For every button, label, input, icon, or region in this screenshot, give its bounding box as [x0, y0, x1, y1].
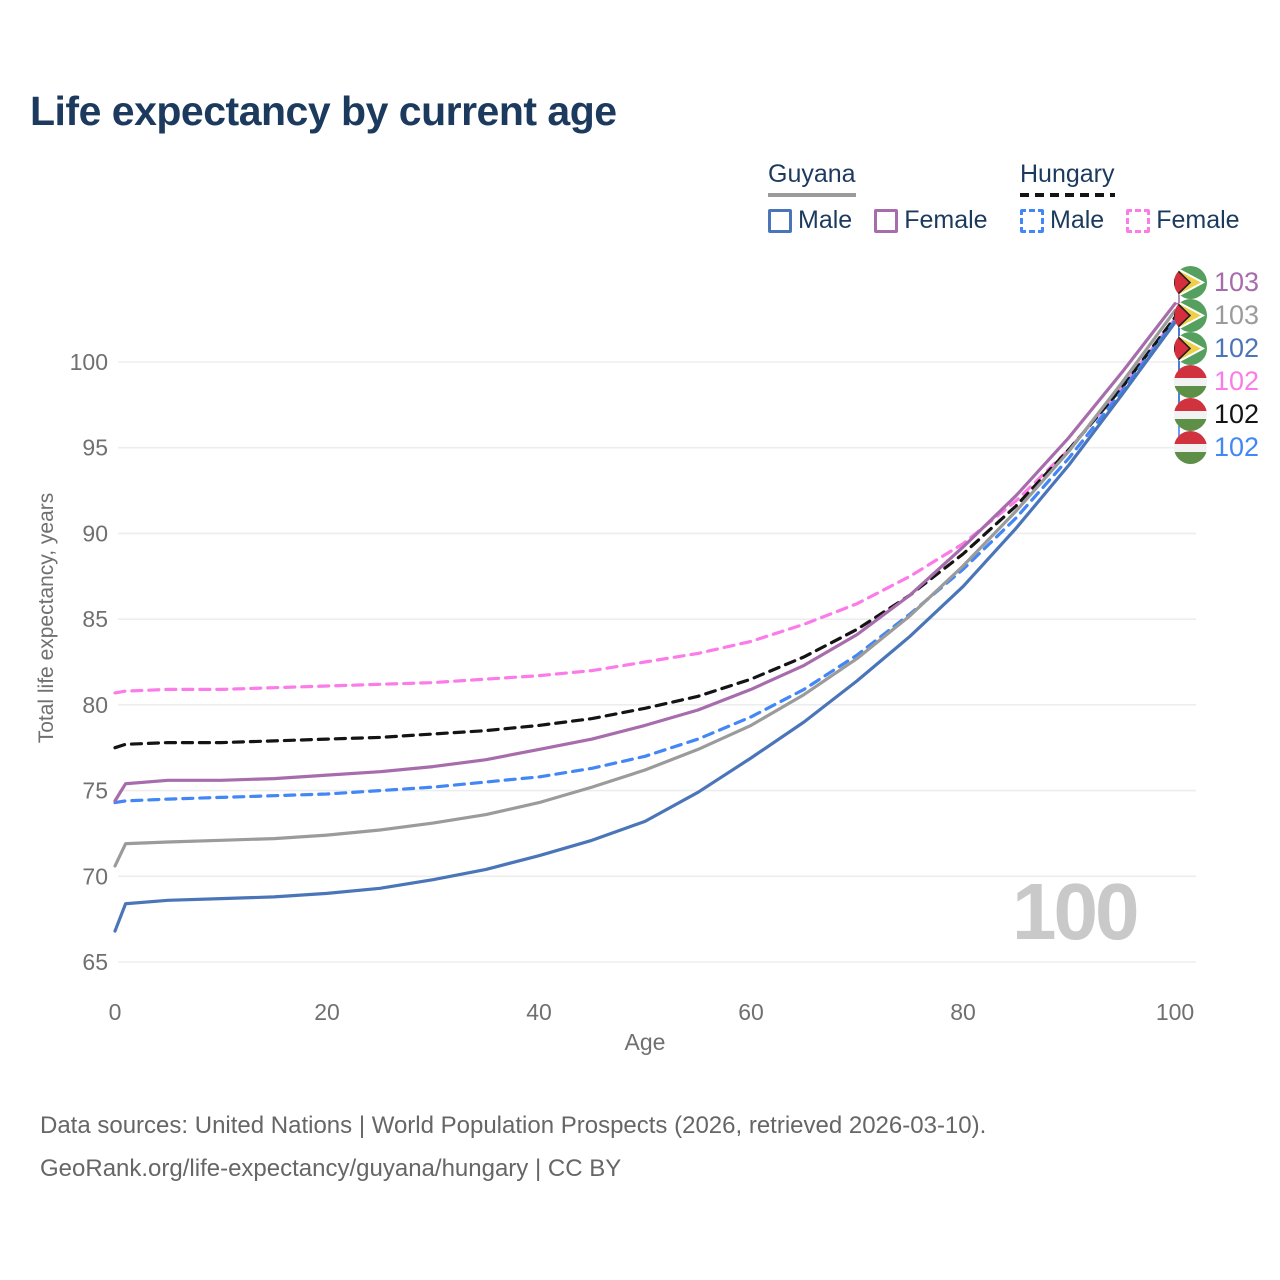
guyana-flag-icon: [1174, 265, 1207, 299]
series-line-hungary[interactable]: [113, 315, 1177, 750]
series-line-guyana_male[interactable]: [113, 321, 1177, 933]
end-value-hungary: 102: [1214, 398, 1260, 429]
x-tick-100: 100: [1156, 999, 1194, 1025]
hungary-flag-icon: [1174, 397, 1207, 431]
guyana-flag-icon: [1174, 331, 1207, 365]
y-tick-90: 90: [82, 520, 108, 546]
hungary-flag-icon: [1174, 364, 1207, 398]
x-tick-20: 20: [314, 999, 340, 1025]
end-label-hungary_male[interactable]: 102: [1174, 430, 1260, 464]
hungary-female-label[interactable]: Female: [1156, 206, 1240, 234]
end-label-guyana_male[interactable]: 102: [1174, 331, 1260, 365]
guyana-line-swatch: [768, 193, 856, 197]
end-value-hungary_female: 102: [1214, 365, 1260, 396]
legend-row-hungary: Male Female: [1020, 206, 1240, 235]
x-tick-40: 40: [526, 999, 552, 1025]
hungary-male-label[interactable]: Male: [1050, 206, 1105, 234]
x-tick-0: 0: [109, 999, 122, 1025]
guyana-female-checkbox[interactable]: [874, 208, 899, 233]
y-tick-70: 70: [82, 863, 108, 889]
y-tick-95: 95: [82, 435, 108, 461]
hungary-flag-icon: [1174, 430, 1207, 464]
series-line-guyana[interactable]: [113, 309, 1177, 868]
end-label-hungary_female[interactable]: 102: [1174, 364, 1260, 398]
page-title: Life expectancy by current age: [30, 88, 617, 134]
x-tick-80: 80: [950, 999, 976, 1025]
y-tick-80: 80: [82, 692, 108, 718]
x-axis-title: Age: [624, 1029, 666, 1055]
y-tick-65: 65: [82, 949, 108, 975]
series-line-guyana_female[interactable]: [113, 302, 1177, 803]
guyana-male-label[interactable]: Male: [798, 206, 853, 234]
legend-country-guyana-label: Guyana: [768, 160, 856, 188]
y-tick-85: 85: [82, 606, 108, 632]
hungary-line-swatch: [1020, 193, 1115, 197]
y-tick-100: 100: [70, 349, 108, 375]
y-tick-75: 75: [82, 778, 108, 804]
end-value-guyana_female: 103: [1214, 266, 1260, 297]
y-axis-title: Total life expectancy, years: [35, 492, 58, 744]
series-line-hungary_male[interactable]: [113, 319, 1177, 805]
legend-country-hungary[interactable]: Hungary: [1020, 160, 1115, 197]
footer-sources: Data sources: United Nations | World Pop…: [40, 1112, 987, 1139]
guyana-male-checkbox[interactable]: [768, 208, 792, 233]
age-watermark: 100: [1012, 867, 1139, 956]
guyana-female-label[interactable]: Female: [904, 206, 988, 234]
x-tick-60: 60: [738, 999, 764, 1025]
end-value-guyana: 103: [1214, 299, 1260, 330]
hungary-female-checkbox[interactable]: [1126, 208, 1151, 233]
footer-attribution: GeoRank.org/life-expectancy/guyana/hunga…: [40, 1155, 622, 1182]
footer: Data sources: United Nations | World Pop…: [40, 1104, 986, 1190]
guyana-flag-icon: [1174, 298, 1207, 332]
end-value-guyana_male: 102: [1214, 332, 1260, 363]
end-label-hungary[interactable]: 102: [1174, 397, 1260, 431]
legend-group-guyana: Guyana Male Female: [768, 160, 988, 235]
legend-country-hungary-label: Hungary: [1020, 160, 1115, 188]
legend-group-hungary: Hungary Male Female: [1020, 160, 1240, 235]
end-value-hungary_male: 102: [1214, 431, 1260, 462]
end-label-guyana[interactable]: 103: [1174, 298, 1260, 332]
legend-country-guyana[interactable]: Guyana: [768, 160, 856, 197]
legend-row-guyana: Male Female: [768, 206, 988, 235]
end-label-guyana_female[interactable]: 103: [1174, 265, 1260, 299]
hungary-male-checkbox[interactable]: [1020, 208, 1044, 233]
